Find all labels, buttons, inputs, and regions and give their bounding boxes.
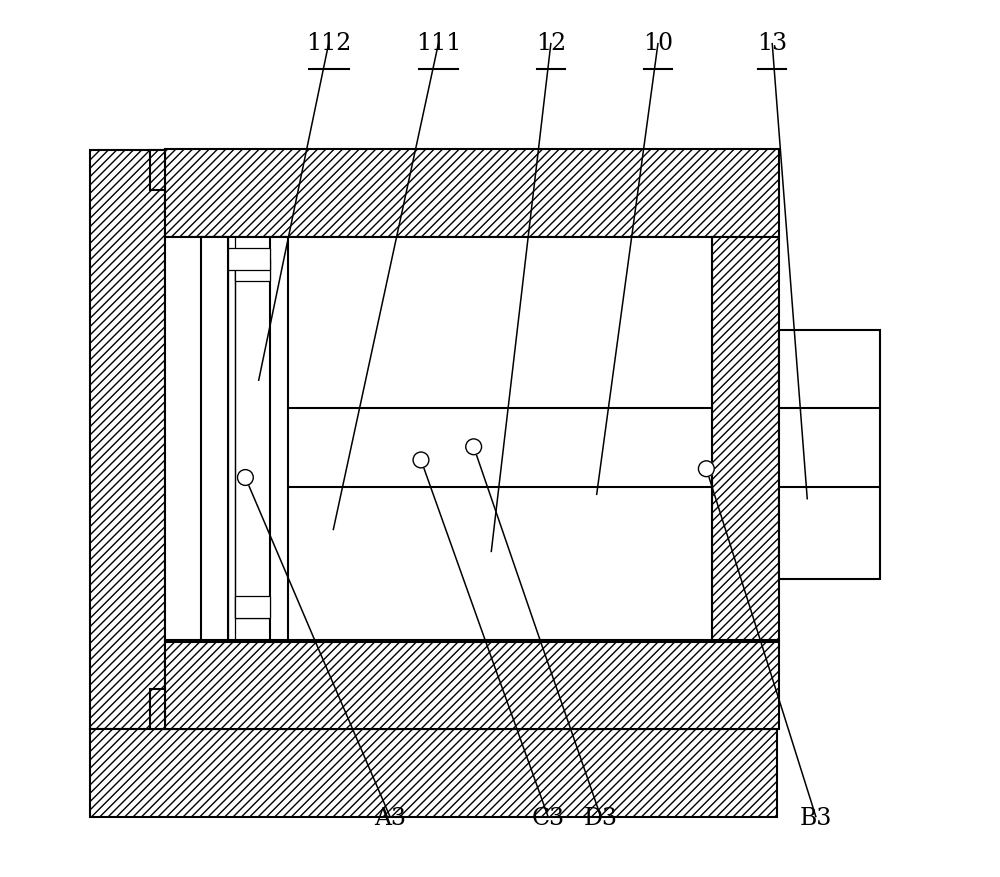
Text: D3: D3 — [584, 806, 618, 829]
Bar — [165, 642, 779, 730]
Bar — [150, 689, 165, 730]
Text: C3: C3 — [532, 806, 565, 829]
Bar — [150, 151, 165, 191]
Bar — [235, 260, 270, 282]
Bar — [270, 238, 288, 640]
Bar — [165, 150, 779, 238]
Text: 12: 12 — [536, 32, 566, 55]
Text: 13: 13 — [757, 32, 787, 55]
Bar — [90, 151, 165, 730]
Bar — [150, 151, 165, 191]
Text: 10: 10 — [643, 32, 673, 55]
Bar — [90, 151, 165, 730]
Bar — [235, 596, 270, 618]
Circle shape — [466, 439, 482, 455]
Text: B3: B3 — [800, 806, 832, 829]
Bar — [712, 238, 779, 640]
Circle shape — [237, 470, 253, 486]
Circle shape — [698, 461, 714, 477]
Bar — [779, 331, 880, 580]
Bar — [165, 642, 779, 730]
Text: A3: A3 — [374, 806, 406, 829]
Bar — [235, 260, 270, 618]
Bar — [165, 238, 712, 640]
Bar — [228, 249, 270, 271]
Bar — [712, 238, 779, 640]
Text: 112: 112 — [306, 32, 351, 55]
Bar — [165, 150, 779, 238]
Bar — [150, 689, 165, 730]
Circle shape — [413, 453, 429, 468]
Bar — [201, 238, 228, 640]
Bar — [90, 730, 777, 817]
Text: 111: 111 — [416, 32, 461, 55]
Bar — [90, 730, 777, 817]
